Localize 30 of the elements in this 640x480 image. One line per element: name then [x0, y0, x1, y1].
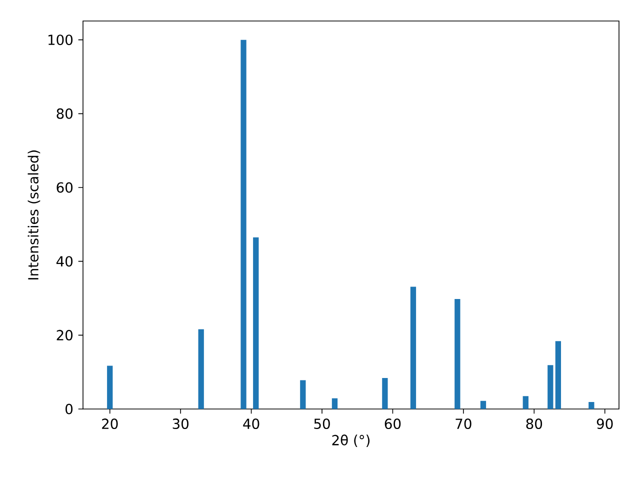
- bar: [480, 400, 486, 409]
- bar: [548, 365, 554, 409]
- x-tick-label: 70: [456, 418, 472, 430]
- bar: [198, 329, 204, 409]
- bar: [300, 380, 306, 409]
- bar: [240, 40, 246, 409]
- x-tick-label: 80: [526, 418, 542, 430]
- y-tick-label: 60: [56, 182, 73, 193]
- x-tick-label: 40: [243, 418, 260, 430]
- bar: [555, 341, 562, 409]
- y-tick-label: 40: [56, 256, 73, 267]
- bar: [332, 398, 338, 409]
- y-tick-label: 100: [48, 34, 73, 46]
- bar: [410, 286, 416, 409]
- y-tick-label: 20: [56, 330, 73, 340]
- x-tick-label: 30: [172, 418, 188, 430]
- bar: [253, 237, 259, 409]
- bar: [522, 396, 528, 409]
- x-tick-label: 20: [102, 418, 118, 430]
- bar: [454, 298, 460, 409]
- x-tick-label: 60: [384, 418, 401, 430]
- x-axis-title: 2θ (°): [332, 434, 370, 448]
- bar: [382, 378, 388, 409]
- bar: [588, 402, 594, 409]
- y-tick-label: 0: [66, 404, 73, 414]
- y-axis-title: Intensities (scaled): [28, 150, 40, 280]
- x-tick-label: 50: [314, 418, 330, 430]
- x-tick-label: 90: [596, 418, 613, 430]
- y-tick-label: 80: [56, 108, 73, 119]
- bar: [107, 366, 113, 409]
